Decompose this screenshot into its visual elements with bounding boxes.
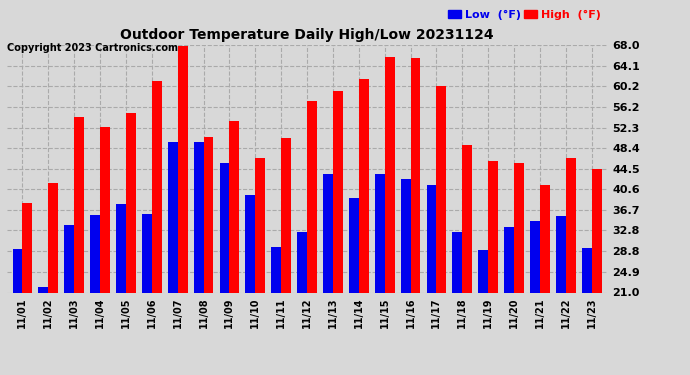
Bar — [323, 174, 333, 292]
Bar — [540, 184, 550, 292]
Bar — [90, 215, 100, 292]
Bar — [514, 164, 524, 292]
Bar — [48, 183, 58, 292]
Bar — [204, 137, 213, 292]
Bar — [246, 195, 255, 292]
Text: Copyright 2023 Cartronics.com: Copyright 2023 Cartronics.com — [7, 43, 178, 52]
Bar — [178, 46, 188, 292]
Bar — [462, 145, 472, 292]
Bar — [349, 198, 359, 292]
Bar — [375, 174, 385, 292]
Title: Outdoor Temperature Daily High/Low 20231124: Outdoor Temperature Daily High/Low 20231… — [120, 28, 494, 42]
Bar — [359, 79, 368, 292]
Bar — [307, 101, 317, 292]
Legend: Low  (°F), High  (°F): Low (°F), High (°F) — [447, 9, 602, 21]
Bar — [64, 225, 75, 292]
Bar — [530, 221, 540, 292]
Bar — [556, 216, 566, 292]
Bar — [582, 248, 591, 292]
Bar — [219, 164, 229, 292]
Bar — [566, 158, 575, 292]
Bar — [116, 204, 126, 292]
Bar — [255, 158, 265, 292]
Bar — [194, 142, 204, 292]
Bar — [437, 86, 446, 292]
Bar — [168, 142, 177, 292]
Bar — [22, 203, 32, 292]
Bar — [411, 58, 420, 292]
Bar — [12, 249, 22, 292]
Bar — [504, 226, 514, 292]
Bar — [142, 213, 152, 292]
Bar — [100, 127, 110, 292]
Bar — [229, 122, 239, 292]
Bar — [126, 114, 136, 292]
Bar — [489, 161, 498, 292]
Bar — [271, 247, 282, 292]
Bar — [385, 57, 395, 292]
Bar — [591, 169, 602, 292]
Bar — [453, 232, 462, 292]
Bar — [152, 81, 161, 292]
Bar — [333, 91, 343, 292]
Bar — [75, 117, 84, 292]
Bar — [401, 179, 411, 292]
Bar — [426, 184, 437, 292]
Bar — [282, 138, 291, 292]
Bar — [39, 287, 48, 292]
Bar — [478, 251, 488, 292]
Bar — [297, 232, 307, 292]
